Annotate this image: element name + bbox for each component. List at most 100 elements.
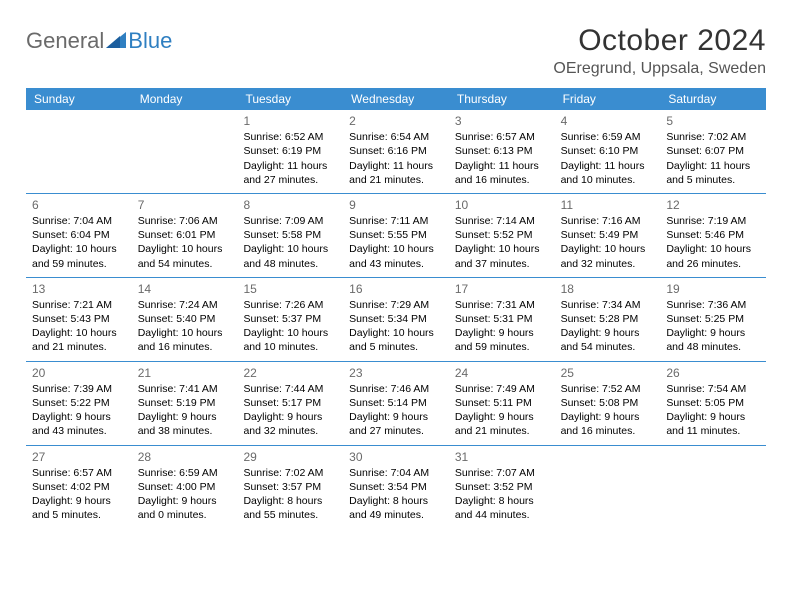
daylight-text: Daylight: 10 hours and 54 minutes. [138, 242, 232, 270]
calendar-cell: 21Sunrise: 7:41 AMSunset: 5:19 PMDayligh… [132, 362, 238, 445]
sunrise-text: Sunrise: 7:46 AM [349, 382, 443, 396]
calendar-cell: 22Sunrise: 7:44 AMSunset: 5:17 PMDayligh… [237, 362, 343, 445]
day-number: 14 [138, 281, 232, 297]
day-number: 5 [666, 113, 760, 129]
day-header-friday: Friday [555, 88, 661, 110]
sunrise-text: Sunrise: 7:41 AM [138, 382, 232, 396]
week-row: 1Sunrise: 6:52 AMSunset: 6:19 PMDaylight… [26, 110, 766, 194]
daylight-text: Daylight: 11 hours and 27 minutes. [243, 159, 337, 187]
calendar-cell: 29Sunrise: 7:02 AMSunset: 3:57 PMDayligh… [237, 446, 343, 529]
day-number: 29 [243, 449, 337, 465]
calendar-cell: 28Sunrise: 6:59 AMSunset: 4:00 PMDayligh… [132, 446, 238, 529]
calendar-cell: 5Sunrise: 7:02 AMSunset: 6:07 PMDaylight… [660, 110, 766, 193]
sunset-text: Sunset: 5:43 PM [32, 312, 126, 326]
week-row: 13Sunrise: 7:21 AMSunset: 5:43 PMDayligh… [26, 278, 766, 362]
sunset-text: Sunset: 3:52 PM [455, 480, 549, 494]
sunrise-text: Sunrise: 7:07 AM [455, 466, 549, 480]
day-number: 28 [138, 449, 232, 465]
sunset-text: Sunset: 5:19 PM [138, 396, 232, 410]
sunset-text: Sunset: 5:28 PM [561, 312, 655, 326]
day-header-thursday: Thursday [449, 88, 555, 110]
sunrise-text: Sunrise: 7:04 AM [32, 214, 126, 228]
calendar-cell: 19Sunrise: 7:36 AMSunset: 5:25 PMDayligh… [660, 278, 766, 361]
sunset-text: Sunset: 5:08 PM [561, 396, 655, 410]
calendar-cell: 1Sunrise: 6:52 AMSunset: 6:19 PMDaylight… [237, 110, 343, 193]
logo-text-general: General [26, 28, 104, 54]
sunset-text: Sunset: 6:16 PM [349, 144, 443, 158]
sunrise-text: Sunrise: 7:19 AM [666, 214, 760, 228]
daylight-text: Daylight: 10 hours and 43 minutes. [349, 242, 443, 270]
calendar-cell [26, 110, 132, 193]
daylight-text: Daylight: 10 hours and 37 minutes. [455, 242, 549, 270]
sunrise-text: Sunrise: 7:36 AM [666, 298, 760, 312]
day-number: 15 [243, 281, 337, 297]
logo-triangle-icon [106, 30, 126, 53]
sunset-text: Sunset: 5:40 PM [138, 312, 232, 326]
calendar-cell: 2Sunrise: 6:54 AMSunset: 6:16 PMDaylight… [343, 110, 449, 193]
day-number: 3 [455, 113, 549, 129]
day-number: 7 [138, 197, 232, 213]
sunset-text: Sunset: 5:46 PM [666, 228, 760, 242]
daylight-text: Daylight: 10 hours and 32 minutes. [561, 242, 655, 270]
sunrise-text: Sunrise: 7:14 AM [455, 214, 549, 228]
calendar-cell: 24Sunrise: 7:49 AMSunset: 5:11 PMDayligh… [449, 362, 555, 445]
daylight-text: Daylight: 9 hours and 59 minutes. [455, 326, 549, 354]
calendar-cell: 14Sunrise: 7:24 AMSunset: 5:40 PMDayligh… [132, 278, 238, 361]
sunset-text: Sunset: 5:49 PM [561, 228, 655, 242]
daylight-text: Daylight: 9 hours and 27 minutes. [349, 410, 443, 438]
daylight-text: Daylight: 9 hours and 48 minutes. [666, 326, 760, 354]
calendar-cell: 31Sunrise: 7:07 AMSunset: 3:52 PMDayligh… [449, 446, 555, 529]
calendar-cell: 10Sunrise: 7:14 AMSunset: 5:52 PMDayligh… [449, 194, 555, 277]
sunset-text: Sunset: 5:11 PM [455, 396, 549, 410]
sunrise-text: Sunrise: 7:24 AM [138, 298, 232, 312]
week-row: 20Sunrise: 7:39 AMSunset: 5:22 PMDayligh… [26, 362, 766, 446]
sunset-text: Sunset: 5:55 PM [349, 228, 443, 242]
daylight-text: Daylight: 10 hours and 26 minutes. [666, 242, 760, 270]
calendar-cell: 6Sunrise: 7:04 AMSunset: 6:04 PMDaylight… [26, 194, 132, 277]
day-number: 17 [455, 281, 549, 297]
day-number: 13 [32, 281, 126, 297]
sunset-text: Sunset: 5:37 PM [243, 312, 337, 326]
header: General Blue October 2024 OEregrund, Upp… [26, 24, 766, 78]
day-number: 22 [243, 365, 337, 381]
daylight-text: Daylight: 9 hours and 32 minutes. [243, 410, 337, 438]
daylight-text: Daylight: 11 hours and 21 minutes. [349, 159, 443, 187]
sunrise-text: Sunrise: 7:34 AM [561, 298, 655, 312]
day-number: 25 [561, 365, 655, 381]
sunset-text: Sunset: 4:00 PM [138, 480, 232, 494]
calendar-cell: 12Sunrise: 7:19 AMSunset: 5:46 PMDayligh… [660, 194, 766, 277]
daylight-text: Daylight: 8 hours and 55 minutes. [243, 494, 337, 522]
sunrise-text: Sunrise: 7:09 AM [243, 214, 337, 228]
day-number: 2 [349, 113, 443, 129]
daylight-text: Daylight: 9 hours and 21 minutes. [455, 410, 549, 438]
sunset-text: Sunset: 5:22 PM [32, 396, 126, 410]
sunrise-text: Sunrise: 7:16 AM [561, 214, 655, 228]
daylight-text: Daylight: 10 hours and 59 minutes. [32, 242, 126, 270]
daylight-text: Daylight: 9 hours and 11 minutes. [666, 410, 760, 438]
sunset-text: Sunset: 5:52 PM [455, 228, 549, 242]
day-number: 16 [349, 281, 443, 297]
sunrise-text: Sunrise: 6:59 AM [561, 130, 655, 144]
calendar-cell: 13Sunrise: 7:21 AMSunset: 5:43 PMDayligh… [26, 278, 132, 361]
day-number: 26 [666, 365, 760, 381]
sunset-text: Sunset: 6:04 PM [32, 228, 126, 242]
calendar-cell: 7Sunrise: 7:06 AMSunset: 6:01 PMDaylight… [132, 194, 238, 277]
day-number: 20 [32, 365, 126, 381]
sunrise-text: Sunrise: 6:57 AM [32, 466, 126, 480]
calendar-cell: 17Sunrise: 7:31 AMSunset: 5:31 PMDayligh… [449, 278, 555, 361]
sunset-text: Sunset: 6:10 PM [561, 144, 655, 158]
location: OEregrund, Uppsala, Sweden [553, 60, 766, 78]
daylight-text: Daylight: 9 hours and 5 minutes. [32, 494, 126, 522]
sunrise-text: Sunrise: 7:06 AM [138, 214, 232, 228]
day-header-tuesday: Tuesday [237, 88, 343, 110]
sunrise-text: Sunrise: 6:59 AM [138, 466, 232, 480]
calendar: SundayMondayTuesdayWednesdayThursdayFrid… [26, 88, 766, 528]
week-row: 27Sunrise: 6:57 AMSunset: 4:02 PMDayligh… [26, 446, 766, 529]
sunset-text: Sunset: 5:34 PM [349, 312, 443, 326]
daylight-text: Daylight: 9 hours and 0 minutes. [138, 494, 232, 522]
title-block: October 2024 OEregrund, Uppsala, Sweden [553, 24, 766, 78]
calendar-cell: 23Sunrise: 7:46 AMSunset: 5:14 PMDayligh… [343, 362, 449, 445]
calendar-cell [132, 110, 238, 193]
daylight-text: Daylight: 11 hours and 10 minutes. [561, 159, 655, 187]
sunrise-text: Sunrise: 7:49 AM [455, 382, 549, 396]
